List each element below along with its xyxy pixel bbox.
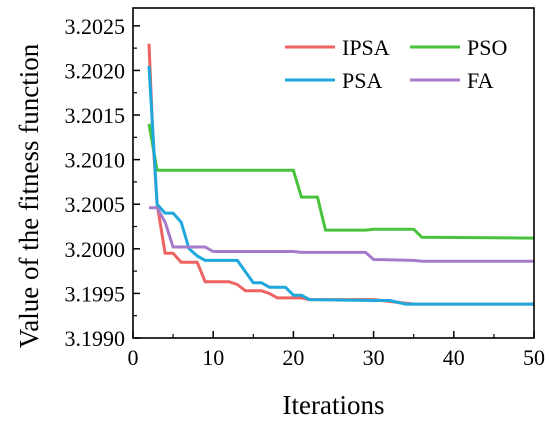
x-tick-label: 20 [282, 345, 304, 370]
legend-label-fa: FA [467, 68, 494, 93]
y-tick-label: 3.2015 [65, 103, 126, 128]
x-tick-label: 50 [523, 345, 545, 370]
y-tick-label: 3.2000 [65, 237, 126, 262]
y-axis-title: Value of the fitness function [14, 43, 44, 348]
ticks-layer: 0 10 20 30 40 50 3.1990 3.1995 3.2000 3.2005 3.201… [65, 14, 546, 370]
series-line-psa [147, 65, 534, 306]
legend-label-ipsa: IPSA [342, 35, 390, 60]
x-axis-title: Iterations [283, 390, 385, 420]
y-tick-label: 3.2020 [65, 58, 126, 83]
x-tick-label: 10 [202, 345, 224, 370]
y-tick-label: 3.2005 [65, 192, 126, 217]
legend: IPSA PSO PSA FA [285, 35, 507, 93]
series-line-fa [149, 206, 534, 263]
y-tick-label: 3.2010 [65, 148, 126, 173]
legend-label-pso: PSO [467, 35, 507, 60]
y-tick-label: 3.1990 [65, 326, 126, 351]
series-line-pso [147, 123, 535, 240]
y-tick-label: 3.1995 [65, 281, 126, 306]
x-tick-label: 30 [363, 345, 385, 370]
y-tick-label: 3.2025 [65, 14, 126, 39]
legend-label-psa: PSA [342, 68, 382, 93]
series-layer [147, 43, 535, 306]
x-tick-label: 0 [128, 345, 139, 370]
x-tick-label: 40 [443, 345, 465, 370]
